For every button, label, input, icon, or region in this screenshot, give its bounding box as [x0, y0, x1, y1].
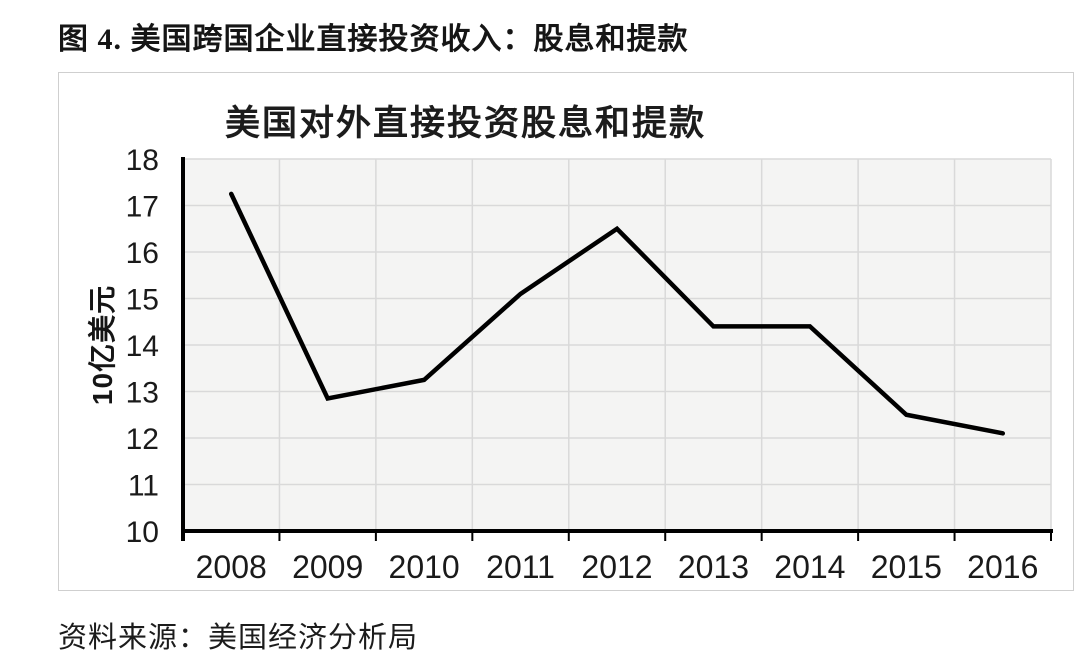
y-tick-label: 18 [126, 144, 159, 177]
x-tick-label: 2011 [486, 549, 555, 585]
x-tick-label: 2012 [581, 549, 652, 585]
x-tick-label: 2016 [967, 549, 1038, 585]
x-tick-label: 2010 [389, 549, 460, 585]
y-tick-label: 10 [126, 516, 159, 549]
y-tick-label: 15 [126, 284, 159, 317]
x-tick-label: 2013 [678, 549, 749, 585]
source-note: 资料来源：美国经济分析局 [58, 622, 419, 654]
series-line [228, 191, 1006, 436]
y-tick-label: 16 [126, 237, 159, 270]
x-tick-label: 2014 [774, 549, 845, 585]
y-tick-label: 11 [128, 470, 159, 503]
x-tick-label: 2009 [292, 549, 363, 585]
y-axis-label-wrap: 10亿美元 [83, 159, 119, 531]
x-tick-label: 2015 [871, 549, 942, 585]
x-tick-label: 2008 [196, 549, 267, 585]
line-chart: 10 11 12 13 14 15 16 17 18 2008 2009 2010 2011 2012 20… [126, 144, 1053, 585]
chart-title: 美国对外直接投资股息和提款 [225, 104, 707, 143]
y-tick-label: 17 [126, 191, 159, 224]
figure-caption: 图 4. 美国跨国企业直接投资收入：股息和提款 [58, 23, 689, 56]
chart-panel: 10 11 12 13 14 15 16 17 18 2008 2009 2010 2011 2012 20… [58, 72, 1074, 591]
y-tick-label: 12 [126, 423, 159, 456]
y-tick-label: 13 [126, 377, 159, 410]
y-tick-label: 14 [126, 330, 159, 363]
y-axis-label: 10亿美元 [87, 284, 118, 406]
